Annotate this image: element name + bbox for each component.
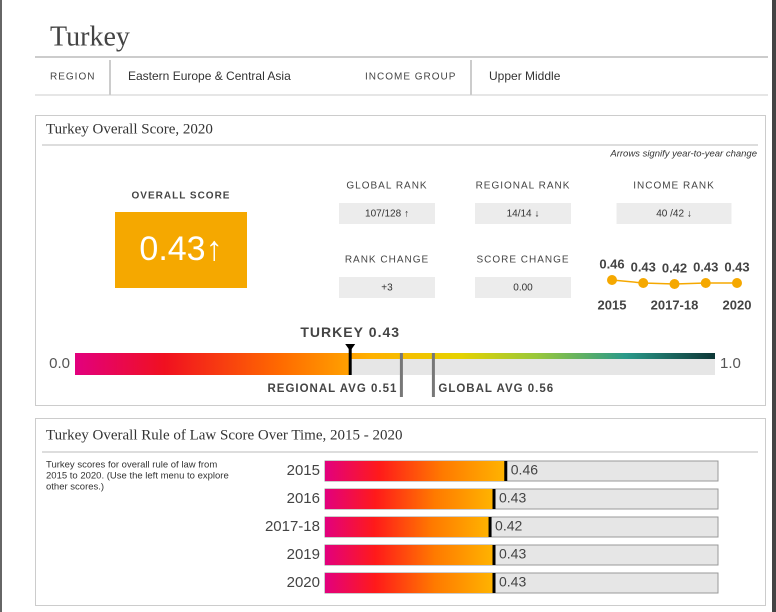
income-value: Upper Middle xyxy=(489,69,561,83)
description: 2015 to 2020. (Use the left menu to expl… xyxy=(46,471,229,482)
stat-label: REGIONAL RANK xyxy=(476,181,571,192)
stat-label: INCOME RANK xyxy=(633,181,715,192)
y-tick-label: 2015 xyxy=(287,462,320,479)
x-tick-label: 2020 xyxy=(723,297,752,312)
marker-value: 0.43 xyxy=(369,324,400,340)
trend-point xyxy=(669,279,680,289)
value-label: 0.42 xyxy=(495,518,522,534)
stat-box xyxy=(475,203,571,224)
score-fill xyxy=(75,353,351,375)
stat-box xyxy=(475,277,571,298)
point-label: 0.43 xyxy=(693,259,718,274)
region-label: REGION xyxy=(50,72,95,83)
marker-label: GLOBAL AVG 0.56 xyxy=(438,383,554,395)
panel-title: Turkey Overall Score, 2020 xyxy=(46,121,213,137)
overall-value: 0.43↑ xyxy=(139,230,222,268)
stat-label: RANK CHANGE xyxy=(345,255,429,266)
stat-label: SCORE CHANGE xyxy=(476,255,569,266)
marker-label: TURKEY 0.43 xyxy=(300,324,400,340)
stat-box xyxy=(339,203,435,224)
bar xyxy=(325,573,494,593)
value-label: 0.43 xyxy=(499,546,526,562)
marker-name: REGIONAL AVG xyxy=(267,383,366,395)
stat-label: GLOBAL RANK xyxy=(346,181,427,192)
score-panel xyxy=(35,115,766,406)
scale-strip xyxy=(75,353,715,359)
stat-value: 40 /42 ↓ xyxy=(656,209,692,220)
bar xyxy=(325,489,494,509)
stat-value: 14/14 ↓ xyxy=(507,209,540,220)
trend-panel xyxy=(35,418,766,606)
bar xyxy=(325,545,494,565)
x-tick-label: 2015 xyxy=(598,297,627,312)
point-label: 0.46 xyxy=(599,256,624,271)
description: other scores.) xyxy=(46,482,104,493)
stat-value: +3 xyxy=(381,283,393,294)
y-tick-label: 2017-18 xyxy=(265,518,320,535)
value-label: 0.43 xyxy=(499,490,526,506)
marker-value: 0.56 xyxy=(528,383,554,395)
x-tick-label: 2017-18 xyxy=(651,297,699,312)
y-tick-label: 2016 xyxy=(287,490,320,507)
income-label: INCOME GROUP xyxy=(365,72,456,83)
bar xyxy=(325,461,506,481)
marker-name: GLOBAL AVG xyxy=(438,383,523,395)
value-label: 0.43 xyxy=(499,574,526,590)
trend-point xyxy=(607,275,617,285)
point-label: 0.43 xyxy=(724,259,749,274)
overall-label: OVERALL SCORE xyxy=(132,191,231,202)
x-tick-label: 0.0 xyxy=(49,355,70,372)
trend-point xyxy=(638,278,649,288)
stat-value: 107/128 ↑ xyxy=(365,209,409,220)
y-tick-label: 2019 xyxy=(287,546,320,563)
page-title: Turkey xyxy=(50,21,130,52)
stat-value: 0.00 xyxy=(513,283,533,294)
description: Turkey scores for overall rule of law fr… xyxy=(46,460,217,471)
point-label: 0.42 xyxy=(662,260,687,275)
panel-title: Turkey Overall Rule of Law Score Over Ti… xyxy=(46,427,402,443)
y-tick-label: 2020 xyxy=(287,574,320,591)
bar xyxy=(325,517,491,537)
region-value: Eastern Europe & Central Asia xyxy=(128,69,291,83)
note: Arrows signify year-to-year change xyxy=(609,149,757,160)
stat-box xyxy=(339,277,435,298)
left-edge xyxy=(0,0,2,612)
overall-box xyxy=(115,212,247,288)
x-tick-label: 1.0 xyxy=(720,355,741,372)
marker-value: 0.51 xyxy=(371,383,397,395)
trend-point xyxy=(732,278,742,288)
marker-label: REGIONAL AVG 0.51 xyxy=(267,383,397,395)
marker-name: TURKEY xyxy=(300,324,364,340)
right-edge xyxy=(772,0,776,612)
stat-box xyxy=(616,203,732,224)
trend-point xyxy=(700,278,711,288)
value-label: 0.46 xyxy=(511,462,538,478)
score-pointer xyxy=(345,344,356,351)
point-label: 0.43 xyxy=(631,259,656,274)
